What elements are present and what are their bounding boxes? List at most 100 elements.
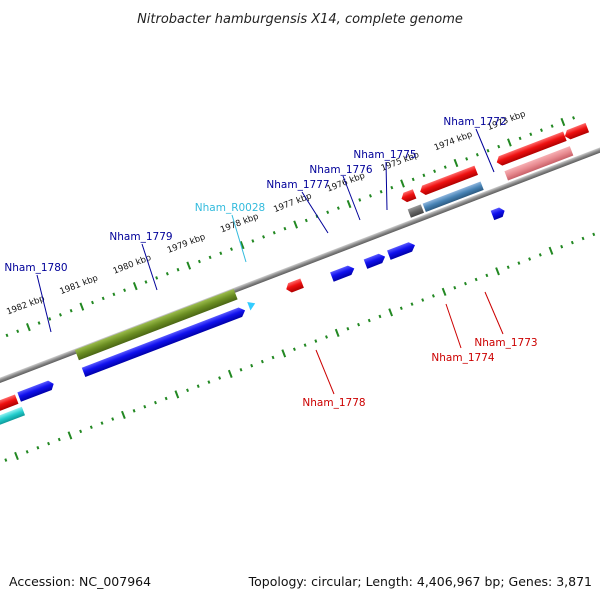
genome-track: 1982 kbp 1981 kbp 1980 kbp 1979 kbp 1978…: [0, 109, 600, 462]
label-nham-1776[interactable]: Nham_1776: [309, 164, 372, 176]
scale-tick: [143, 404, 147, 409]
scale-tick: [69, 308, 73, 313]
scale-labels: 1982 kbp 1981 kbp 1980 kbp 1979 kbp 1978…: [5, 109, 527, 317]
label-nham-1773[interactable]: Nham_1773: [474, 337, 537, 349]
gene-nham-1774[interactable]: [400, 189, 417, 203]
scale-tick: [164, 396, 168, 401]
scale-tick: [357, 322, 361, 327]
scale-tick: [518, 136, 522, 141]
gene-nham-1778[interactable]: [284, 278, 304, 293]
scale-tick: [431, 294, 435, 298]
label-nham-1772[interactable]: Nham_1772: [443, 116, 506, 128]
gene-nham-1773[interactable]: [418, 165, 478, 197]
scale-tick: [560, 244, 564, 249]
feature-nham-1779-cds[interactable]: [74, 289, 238, 361]
scale-tick: [186, 388, 190, 393]
scale-tick: [144, 280, 148, 284]
scale-tick: [218, 376, 222, 380]
leader-nham-1778: [315, 349, 335, 395]
feature-nham-1773-cds[interactable]: [422, 181, 484, 213]
scale-tick: [465, 157, 469, 161]
scale-tick: [197, 259, 201, 264]
scale-tick: [517, 261, 521, 265]
label-nham-1774[interactable]: Nham_1774: [431, 352, 494, 364]
scale-tick: [281, 349, 287, 358]
scale-tick: [251, 239, 255, 243]
scale-tick: [230, 247, 233, 251]
gene-nham-1777[interactable]: [330, 264, 356, 282]
gene-nham-r0028[interactable]: [247, 300, 257, 311]
gene-nham-1772[interactable]: [490, 206, 507, 221]
scale-tick: [581, 236, 585, 241]
scale-tick: [132, 282, 138, 291]
label-nham-1775[interactable]: Nham_1775: [353, 149, 416, 161]
label-nham-r0028[interactable]: Nham_R0028: [195, 202, 265, 214]
leader-nham-1774: [445, 303, 462, 349]
scale-label-1982: 1982 kbp: [5, 294, 46, 318]
scale-tick: [67, 431, 73, 440]
scale-tick: [550, 124, 554, 128]
scale-tick: [91, 300, 94, 305]
scale-tick: [4, 458, 8, 462]
scale-tick: [368, 194, 372, 198]
scale-tick: [271, 355, 275, 360]
scale-tick: [326, 210, 330, 215]
scale-tick: [5, 333, 9, 338]
scale-tick: [176, 267, 180, 272]
scale-tick: [388, 308, 394, 317]
forward-strand-genes: [17, 206, 507, 402]
scale-tick: [346, 326, 350, 331]
leader-nham-1773: [484, 291, 504, 335]
scale-tick: [411, 177, 415, 182]
scale-tick: [293, 220, 298, 229]
label-nham-1777[interactable]: Nham_1777: [266, 179, 329, 191]
scale-tick: [186, 261, 192, 270]
leader-nham-1775: [385, 161, 388, 211]
gene-nham-1775[interactable]: [387, 240, 417, 260]
scale-tick: [262, 235, 266, 239]
scale-tick: [400, 179, 405, 188]
gene-fragment-red-edge[interactable]: [563, 122, 590, 141]
scale-tick: [260, 359, 264, 364]
scale-tick: [379, 189, 383, 194]
scale-tick: [36, 445, 40, 450]
scale-tick: [463, 281, 467, 286]
scale-tick: [239, 240, 245, 250]
scale-tick: [57, 437, 61, 442]
scale-tick: [100, 421, 104, 425]
scale-tick: [334, 328, 340, 337]
scale-tick: [196, 384, 200, 388]
reverse-strand-genes: [0, 122, 590, 427]
label-nham-1780[interactable]: Nham_1780: [4, 262, 67, 274]
scale-tick: [303, 343, 307, 347]
scale-tick: [250, 363, 254, 368]
accession-text: Accession: NC_007964: [9, 574, 151, 589]
scale-tick: [410, 302, 414, 306]
leader-nham-1777: [301, 191, 329, 234]
gene-fragment-red-left[interactable]: [0, 394, 19, 414]
gene-nham-1776[interactable]: [363, 252, 387, 269]
feature-nham-1774-cds[interactable]: [407, 204, 424, 218]
scale-tick: [132, 409, 136, 413]
gene-nham-1779[interactable]: [81, 306, 247, 378]
scale-tick: [453, 285, 457, 290]
scale-label-1981: 1981 kbp: [59, 273, 100, 297]
scale-tick: [433, 169, 437, 173]
scale-tick: [528, 257, 532, 261]
map-title: Nitrobacter hamburgensis X14, complete g…: [137, 12, 463, 27]
label-nham-1779[interactable]: Nham_1779: [109, 231, 172, 243]
gene-nham-1780[interactable]: [17, 379, 55, 402]
leader-nham-r0028: [231, 214, 247, 263]
gene-fragment-red-right[interactable]: [495, 131, 567, 167]
leader-nham-1776: [342, 175, 361, 221]
feature-fragment-cyan-left[interactable]: [0, 406, 26, 427]
scale-tick: [89, 425, 93, 429]
scale-tick: [486, 148, 490, 153]
scale-tick: [592, 232, 596, 237]
feature-fragment-pink-right[interactable]: [504, 146, 574, 181]
scale-tick: [16, 329, 20, 334]
label-nham-1778[interactable]: Nham_1778: [302, 397, 365, 409]
scale-tick: [154, 400, 157, 405]
scale-tick: [48, 317, 52, 321]
scale-tick: [112, 292, 116, 297]
